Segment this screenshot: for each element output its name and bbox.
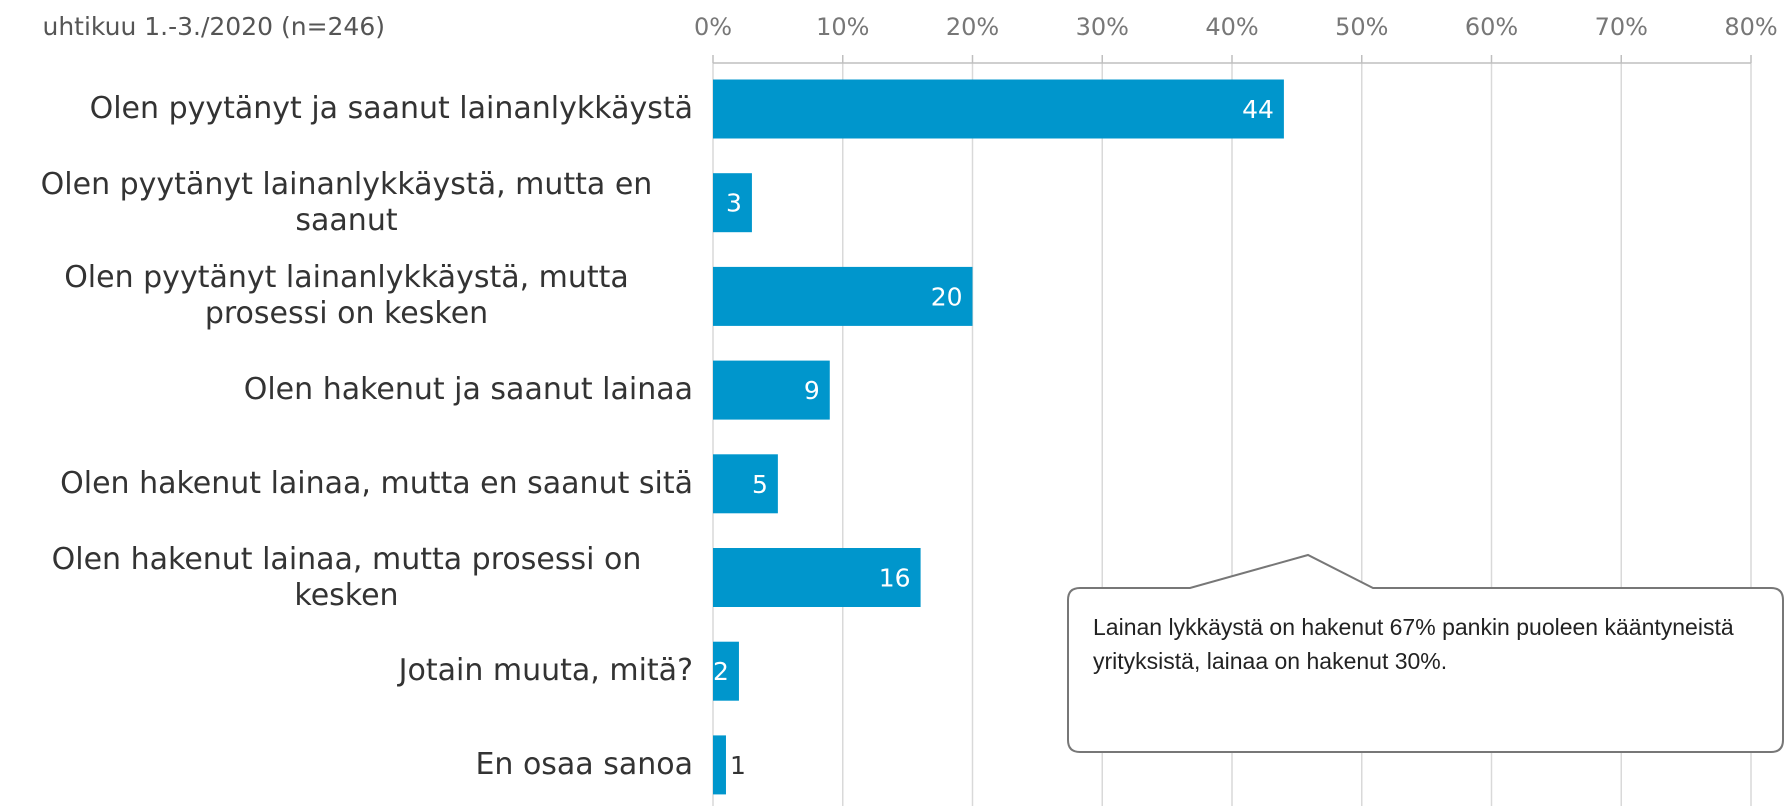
x-tick-label: 20%: [946, 13, 999, 41]
annotation: Lainan lykkäystä on hakenut 67% pankin p…: [1093, 614, 1734, 674]
x-tick-label: 50%: [1335, 13, 1388, 41]
value-label: 2: [713, 657, 729, 686]
bar: [713, 454, 778, 514]
category-label: Olen pyytänyt ja saanut lainanlykkäystä: [89, 91, 693, 126]
bar: [713, 641, 739, 701]
category-label: Olen hakenut lainaa, mutta prosessi on k…: [51, 541, 642, 613]
bar: [713, 360, 830, 420]
category-label: Olen hakenut lainaa, mutta en saanut sit…: [60, 465, 693, 501]
x-tick-label: 70%: [1595, 13, 1648, 41]
value-label: 20: [931, 282, 963, 311]
chart-title: uhtikuu 1.-3./2020 (n=246): [42, 12, 385, 41]
category-label: En osaa sanoa: [475, 746, 693, 782]
x-tick-label: 30%: [1076, 13, 1129, 41]
value-label: 16: [879, 564, 911, 593]
x-tick-label: 40%: [1205, 13, 1258, 41]
value-label: 5: [752, 470, 768, 499]
callout: [1067, 553, 1784, 753]
value-label: 44: [1242, 95, 1274, 124]
value-label: 3: [726, 189, 742, 218]
bar: [713, 548, 921, 607]
category-label: Olen pyytänyt lainanlykkäystä, mutta pro…: [64, 260, 629, 332]
category-label: Jotain muuta, mitä?: [398, 653, 693, 689]
value-label: 1: [730, 751, 746, 780]
x-tick-label: 80%: [1724, 13, 1777, 41]
value-label: 9: [804, 376, 820, 405]
x-tick-label: 10%: [816, 13, 869, 41]
x-tick-label: 0%: [694, 13, 732, 41]
bar: [713, 735, 726, 795]
category-label: Olen pyytänyt lainanlykkäystä, mutta en …: [40, 166, 653, 238]
bar: [713, 79, 1284, 139]
bar: [713, 173, 752, 233]
bar: [713, 266, 973, 326]
x-tick-label: 60%: [1465, 13, 1518, 41]
category-label: Olen hakenut ja saanut lainaa: [243, 372, 693, 408]
